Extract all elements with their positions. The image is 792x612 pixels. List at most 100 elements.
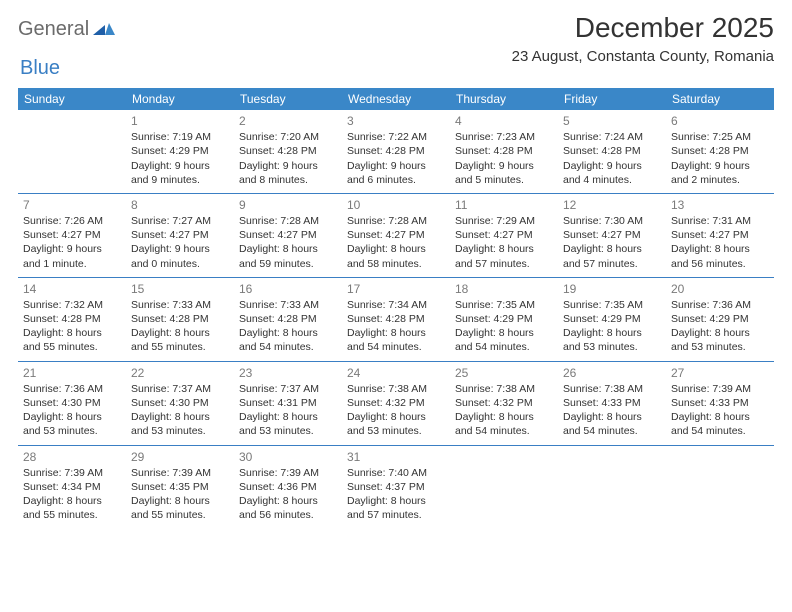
- sunset-text: Sunset: 4:35 PM: [131, 480, 229, 494]
- daylight-text: Daylight: 8 hours and 55 minutes.: [131, 326, 229, 354]
- day-number: 31: [347, 449, 445, 465]
- day-number: 21: [23, 365, 121, 381]
- daylight-text: Daylight: 8 hours and 53 minutes.: [23, 410, 121, 438]
- daylight-text: Daylight: 8 hours and 54 minutes.: [563, 410, 661, 438]
- calendar-day-cell: 5Sunrise: 7:24 AMSunset: 4:28 PMDaylight…: [558, 110, 666, 193]
- calendar-week-row: 28Sunrise: 7:39 AMSunset: 4:34 PMDayligh…: [18, 445, 774, 528]
- daylight-text: Daylight: 8 hours and 59 minutes.: [239, 242, 337, 270]
- sunset-text: Sunset: 4:28 PM: [455, 144, 553, 158]
- day-number: 6: [671, 113, 769, 129]
- daylight-text: Daylight: 8 hours and 54 minutes.: [671, 410, 769, 438]
- sunset-text: Sunset: 4:27 PM: [131, 228, 229, 242]
- sunset-text: Sunset: 4:30 PM: [23, 396, 121, 410]
- daylight-text: Daylight: 8 hours and 54 minutes.: [347, 326, 445, 354]
- sunset-text: Sunset: 4:28 PM: [671, 144, 769, 158]
- sunset-text: Sunset: 4:28 PM: [23, 312, 121, 326]
- daylight-text: Daylight: 8 hours and 54 minutes.: [455, 326, 553, 354]
- sunrise-text: Sunrise: 7:25 AM: [671, 130, 769, 144]
- calendar-day-cell: 31Sunrise: 7:40 AMSunset: 4:37 PMDayligh…: [342, 445, 450, 528]
- sunset-text: Sunset: 4:27 PM: [239, 228, 337, 242]
- weekday-header-row: Sunday Monday Tuesday Wednesday Thursday…: [18, 88, 774, 110]
- day-number: 30: [239, 449, 337, 465]
- day-number: 1: [131, 113, 229, 129]
- day-number: 5: [563, 113, 661, 129]
- day-number: 20: [671, 281, 769, 297]
- calendar-day-cell: 15Sunrise: 7:33 AMSunset: 4:28 PMDayligh…: [126, 277, 234, 361]
- calendar-day-cell: [558, 445, 666, 528]
- daylight-text: Daylight: 9 hours and 9 minutes.: [131, 159, 229, 187]
- calendar-day-cell: 2Sunrise: 7:20 AMSunset: 4:28 PMDaylight…: [234, 110, 342, 193]
- sunrise-text: Sunrise: 7:37 AM: [131, 382, 229, 396]
- calendar-day-cell: 9Sunrise: 7:28 AMSunset: 4:27 PMDaylight…: [234, 193, 342, 277]
- calendar-day-cell: 22Sunrise: 7:37 AMSunset: 4:30 PMDayligh…: [126, 361, 234, 445]
- sunset-text: Sunset: 4:31 PM: [239, 396, 337, 410]
- day-number: 7: [23, 197, 121, 213]
- calendar-day-cell: 16Sunrise: 7:33 AMSunset: 4:28 PMDayligh…: [234, 277, 342, 361]
- calendar-day-cell: 23Sunrise: 7:37 AMSunset: 4:31 PMDayligh…: [234, 361, 342, 445]
- day-number: 27: [671, 365, 769, 381]
- day-number: 25: [455, 365, 553, 381]
- sunset-text: Sunset: 4:32 PM: [455, 396, 553, 410]
- sunset-text: Sunset: 4:27 PM: [23, 228, 121, 242]
- sunrise-text: Sunrise: 7:27 AM: [131, 214, 229, 228]
- calendar-day-cell: 29Sunrise: 7:39 AMSunset: 4:35 PMDayligh…: [126, 445, 234, 528]
- sunrise-text: Sunrise: 7:29 AM: [455, 214, 553, 228]
- calendar-day-cell: 13Sunrise: 7:31 AMSunset: 4:27 PMDayligh…: [666, 193, 774, 277]
- sunset-text: Sunset: 4:28 PM: [347, 312, 445, 326]
- weekday-header: Sunday: [18, 88, 126, 110]
- calendar-week-row: 1Sunrise: 7:19 AMSunset: 4:29 PMDaylight…: [18, 110, 774, 193]
- day-number: 10: [347, 197, 445, 213]
- calendar-week-row: 21Sunrise: 7:36 AMSunset: 4:30 PMDayligh…: [18, 361, 774, 445]
- day-number: 26: [563, 365, 661, 381]
- day-number: 8: [131, 197, 229, 213]
- calendar-day-cell: 17Sunrise: 7:34 AMSunset: 4:28 PMDayligh…: [342, 277, 450, 361]
- sunrise-text: Sunrise: 7:38 AM: [347, 382, 445, 396]
- sunset-text: Sunset: 4:34 PM: [23, 480, 121, 494]
- daylight-text: Daylight: 9 hours and 1 minute.: [23, 242, 121, 270]
- daylight-text: Daylight: 8 hours and 53 minutes.: [671, 326, 769, 354]
- weekday-header: Friday: [558, 88, 666, 110]
- day-number: 19: [563, 281, 661, 297]
- sunrise-text: Sunrise: 7:24 AM: [563, 130, 661, 144]
- calendar-day-cell: 26Sunrise: 7:38 AMSunset: 4:33 PMDayligh…: [558, 361, 666, 445]
- sunrise-text: Sunrise: 7:23 AM: [455, 130, 553, 144]
- daylight-text: Daylight: 8 hours and 53 minutes.: [239, 410, 337, 438]
- sunset-text: Sunset: 4:30 PM: [131, 396, 229, 410]
- daylight-text: Daylight: 8 hours and 58 minutes.: [347, 242, 445, 270]
- month-title: December 2025: [512, 12, 774, 44]
- weekday-header: Saturday: [666, 88, 774, 110]
- daylight-text: Daylight: 9 hours and 2 minutes.: [671, 159, 769, 187]
- daylight-text: Daylight: 9 hours and 4 minutes.: [563, 159, 661, 187]
- sunset-text: Sunset: 4:27 PM: [563, 228, 661, 242]
- daylight-text: Daylight: 8 hours and 55 minutes.: [131, 494, 229, 522]
- sunset-text: Sunset: 4:27 PM: [347, 228, 445, 242]
- sunrise-text: Sunrise: 7:39 AM: [131, 466, 229, 480]
- sunrise-text: Sunrise: 7:33 AM: [239, 298, 337, 312]
- calendar-day-cell: 28Sunrise: 7:39 AMSunset: 4:34 PMDayligh…: [18, 445, 126, 528]
- calendar-day-cell: 3Sunrise: 7:22 AMSunset: 4:28 PMDaylight…: [342, 110, 450, 193]
- day-number: 16: [239, 281, 337, 297]
- day-number: 15: [131, 281, 229, 297]
- calendar-day-cell: 10Sunrise: 7:28 AMSunset: 4:27 PMDayligh…: [342, 193, 450, 277]
- sunset-text: Sunset: 4:37 PM: [347, 480, 445, 494]
- day-number: 17: [347, 281, 445, 297]
- daylight-text: Daylight: 8 hours and 53 minutes.: [347, 410, 445, 438]
- day-number: 28: [23, 449, 121, 465]
- sunrise-text: Sunrise: 7:38 AM: [455, 382, 553, 396]
- calendar-day-cell: 4Sunrise: 7:23 AMSunset: 4:28 PMDaylight…: [450, 110, 558, 193]
- sunset-text: Sunset: 4:29 PM: [455, 312, 553, 326]
- logo-text-general: General: [18, 18, 89, 41]
- weekday-header: Thursday: [450, 88, 558, 110]
- daylight-text: Daylight: 8 hours and 57 minutes.: [455, 242, 553, 270]
- day-number: 3: [347, 113, 445, 129]
- daylight-text: Daylight: 8 hours and 53 minutes.: [563, 326, 661, 354]
- daylight-text: Daylight: 9 hours and 6 minutes.: [347, 159, 445, 187]
- calendar-day-cell: 18Sunrise: 7:35 AMSunset: 4:29 PMDayligh…: [450, 277, 558, 361]
- sunrise-text: Sunrise: 7:37 AM: [239, 382, 337, 396]
- daylight-text: Daylight: 8 hours and 57 minutes.: [347, 494, 445, 522]
- calendar-day-cell: 1Sunrise: 7:19 AMSunset: 4:29 PMDaylight…: [126, 110, 234, 193]
- calendar-day-cell: 20Sunrise: 7:36 AMSunset: 4:29 PMDayligh…: [666, 277, 774, 361]
- daylight-text: Daylight: 8 hours and 57 minutes.: [563, 242, 661, 270]
- daylight-text: Daylight: 8 hours and 55 minutes.: [23, 494, 121, 522]
- sunrise-text: Sunrise: 7:39 AM: [23, 466, 121, 480]
